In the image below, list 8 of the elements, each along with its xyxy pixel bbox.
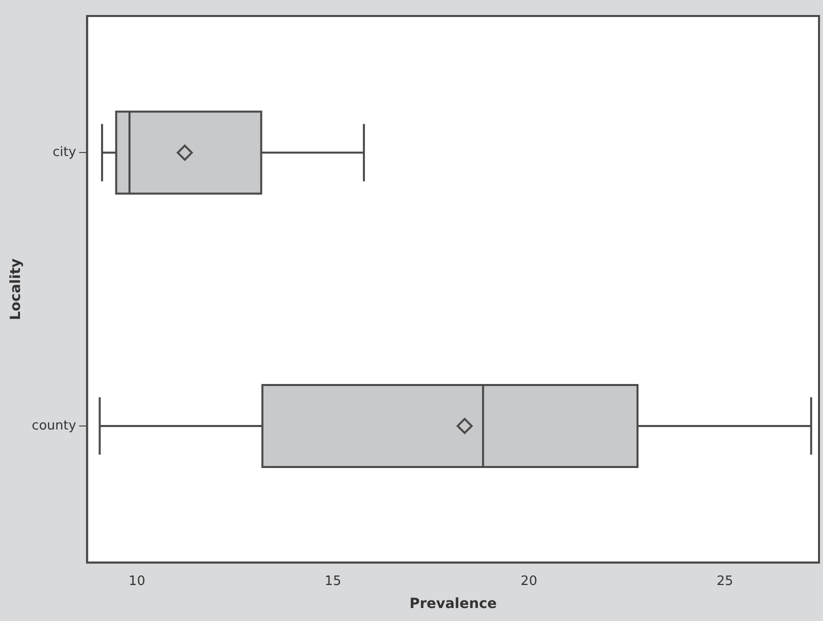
y-tick-label: county: [32, 418, 76, 434]
x-tick-label: 20: [520, 574, 538, 589]
x-tick-label: 25: [716, 574, 734, 589]
x-axis-title: Prevalence: [409, 596, 497, 612]
x-tick-label: 10: [128, 574, 146, 589]
x-tick-label: 15: [324, 574, 342, 589]
y-tick-label: city: [52, 145, 76, 160]
y-axis-title: Locality: [8, 258, 24, 320]
